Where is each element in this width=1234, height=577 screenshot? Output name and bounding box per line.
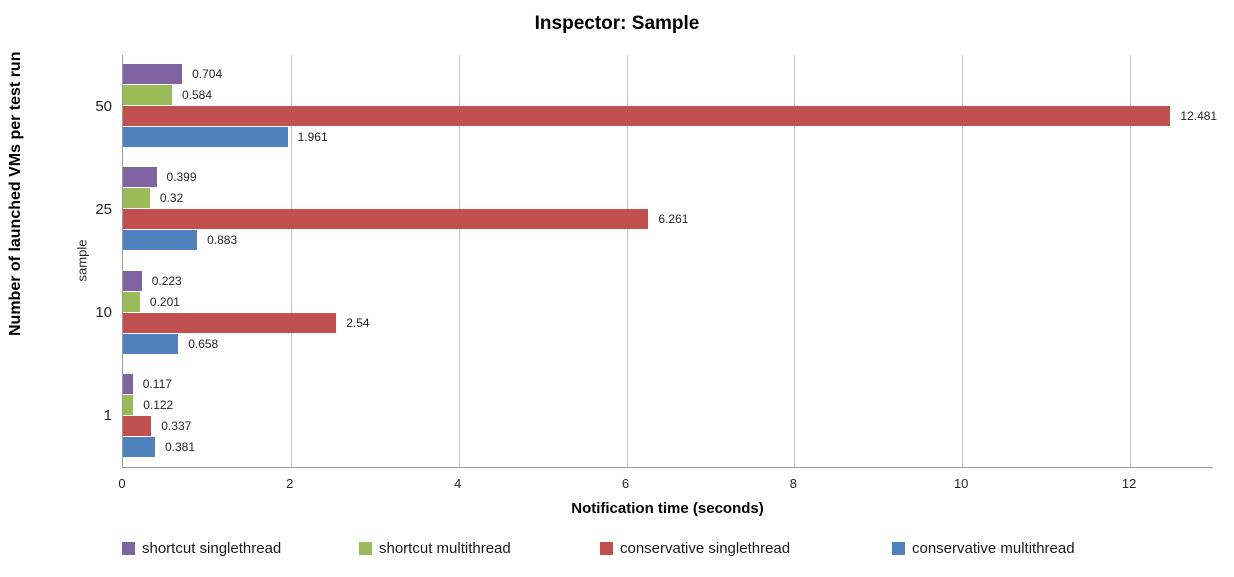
x-tick-label: 6 (621, 476, 630, 491)
bar (123, 127, 288, 147)
bar (123, 209, 649, 230)
bar (123, 415, 152, 436)
bar-group-50: 0.704 0.584 12.481 1.961 (123, 55, 1217, 158)
plot-area: 0.704 0.584 12.481 1.961 0.399 0.32 6.261 0.883… (122, 55, 1217, 468)
bar-value-label: 0.704 (192, 67, 223, 81)
bar-value-label: 0.337 (161, 418, 192, 433)
bar (123, 436, 155, 457)
legend: shortcut singlethread shortcut multithrea… (122, 540, 1213, 560)
gridline (626, 55, 628, 467)
legend-item: conservative multithread (892, 540, 1075, 557)
bar-value-label: 12.481 (1180, 109, 1218, 123)
bar-value-label: 0.658 (188, 336, 219, 351)
bar-value-label: 6.261 (658, 212, 689, 227)
x-tick-label: 12 (1121, 476, 1137, 491)
bar (123, 167, 157, 188)
bar (123, 373, 133, 394)
legend-swatch-icon (122, 542, 135, 555)
legend-item: shortcut singlethread (122, 540, 281, 557)
y-axis-title: Number of launched VMs per test run (7, 51, 24, 336)
gridline (794, 55, 796, 467)
category-label: 1 (103, 407, 112, 425)
bar-group-25: 0.399 0.32 6.261 0.883 (123, 158, 1213, 261)
bar (123, 333, 179, 354)
bar-value-label: 2.54 (346, 315, 370, 330)
legend-label: conservative multithread (912, 540, 1075, 557)
bar-value-label: 0.122 (143, 397, 174, 412)
bar-value-label: 0.381 (165, 439, 196, 454)
legend-label: conservative singlethread (620, 540, 791, 557)
bar (123, 106, 1171, 126)
legend-label: shortcut multithread (379, 540, 511, 557)
bar-value-label: 0.223 (151, 273, 182, 288)
bar (123, 85, 172, 105)
gridline (962, 55, 964, 467)
bar-value-label: 1.961 (297, 130, 328, 144)
legend-swatch-icon (359, 542, 372, 555)
bar-value-label: 0.399 (166, 170, 197, 185)
x-tick-label: 8 (789, 476, 798, 491)
legend-item: conservative singlethread (600, 540, 790, 557)
bar (123, 64, 183, 84)
bar-value-label: 0.584 (182, 88, 213, 102)
x-tick-label: 4 (454, 476, 462, 491)
y-axis-subtitle: sample (74, 239, 90, 282)
bar-group-1: 0.117 0.122 0.337 0.381 (123, 365, 1213, 468)
x-tick-label: 2 (286, 476, 294, 491)
legend-swatch-icon (892, 542, 905, 555)
category-label: 25 (95, 200, 112, 218)
bar (123, 312, 337, 333)
bar-value-label: 0.201 (149, 294, 180, 309)
x-tick-label: 10 (953, 476, 969, 491)
x-axis-title: Notification time (seconds) (571, 500, 764, 517)
bar-group-10: 0.223 0.201 2.54 0.658 (123, 262, 1213, 365)
category-label: 50 (95, 97, 112, 115)
bar-value-label: 0.883 (207, 233, 238, 248)
bar-value-label: 0.32 (159, 191, 184, 206)
legend-label: shortcut singlethread (142, 540, 282, 557)
bar (123, 394, 134, 415)
x-tick-label: 0 (118, 476, 126, 491)
gridline (458, 55, 460, 467)
bar (123, 291, 140, 312)
category-label: 10 (95, 304, 112, 322)
bar (123, 188, 150, 209)
gridline (290, 55, 292, 467)
legend-swatch-icon (600, 542, 613, 555)
gridline (1130, 55, 1132, 467)
bar (123, 230, 198, 251)
chart-title: Inspector: Sample (534, 13, 700, 34)
legend-item: shortcut multithread (359, 540, 511, 557)
bar-value-label: 0.117 (142, 376, 172, 391)
bar (123, 270, 142, 291)
